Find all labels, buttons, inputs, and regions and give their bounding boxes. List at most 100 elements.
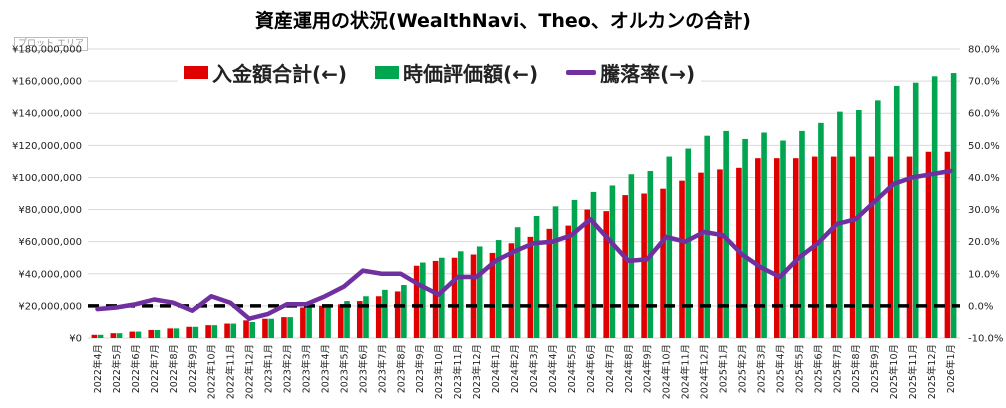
x-tick-label: 2023年9月 [414,344,426,393]
bar-market-value [211,325,218,338]
bar-market-value [173,328,180,338]
legend-label-deposit: 入金額合計(←) [212,61,348,86]
bar-market-value [382,289,388,338]
x-tick-label: 2024年9月 [642,344,654,393]
bar-market-value [325,304,331,338]
bar-deposit [243,320,249,338]
right-tick-label: 60.0% [968,109,1000,120]
x-tick-label: 2022年5月 [111,344,123,393]
bar-market-value [192,326,199,338]
left-tick-label: ¥120,000,000 [12,141,82,152]
left-tick-label: ¥0 [69,334,82,345]
x-tick-label: 2025年11月 [907,344,919,399]
bar-market-value [950,73,957,338]
x-tick-label: 2023年3月 [301,344,313,393]
bar-market-value [533,215,540,338]
left-axis-ticks: ¥0 ¥20,000,000 ¥40,000,000 ¥60,000,000 ¥80,0… [12,45,82,345]
right-tick-label: 80.0% [968,45,1000,56]
bar-market-value [931,76,938,339]
bar-market-value [742,138,748,338]
right-tick-label: 30.0% [968,205,1000,216]
bar-deposit [470,254,477,338]
x-tick-label: 2023年11月 [452,344,464,399]
legend-item-market-value: 時価評価額(←) [375,58,538,87]
right-tick-label: 20.0% [968,237,1000,248]
bar-market-value [363,296,369,338]
x-tick-label: 2024年10月 [661,344,673,399]
bar-deposit [186,326,192,338]
bar-market-value [287,317,293,338]
x-tick-label: 2022年11月 [225,344,237,399]
bar-deposit [338,304,344,338]
left-tick-label: ¥20,000,000 [18,301,82,312]
bar-market-value [420,262,426,338]
x-tick-label: 2022年10月 [206,344,218,399]
x-tick-label: 2025年7月 [831,344,843,393]
bar-market-value [893,85,900,338]
x-tick-label: 2022年9月 [187,344,199,393]
bar-deposit [413,265,420,338]
bar-market-value [912,82,919,338]
bar-market-value [230,323,237,338]
left-tick-label: ¥140,000,000 [12,109,82,120]
bar-deposit [300,307,306,338]
x-tick-label: 2025年6月 [812,344,824,393]
return-rate-line [95,168,953,321]
bar-deposit [205,325,211,338]
bar-market-value [438,257,445,338]
bar-deposit [717,169,723,338]
x-tick-label: 2024年11月 [680,344,692,399]
bar-deposit [906,156,913,338]
legend-label-return-rate: 騰落率(→) [600,61,696,86]
bar-market-value [685,148,692,338]
left-tick-label: ¥180,000,000 [12,45,82,56]
bar-market-value [514,227,521,338]
bar-deposit [622,195,628,338]
x-tick-label: 2024年3月 [528,344,540,393]
x-tick-label: 2022年12月 [244,344,256,399]
bar-market-value [401,285,407,338]
x-tick-label: 2024年4月 [547,344,559,393]
bar-deposit [565,225,572,338]
bar-market-value [135,331,142,338]
x-tick-label: 2024年1月 [490,344,502,393]
right-tick-label: 40.0% [968,173,1000,184]
bar-deposit [755,158,761,338]
bar-deposit [603,211,610,338]
bar-deposit [281,317,287,338]
x-tick-label: 2023年7月 [376,344,388,393]
bar-deposit [944,151,951,338]
x-tick-label: 2025年10月 [888,344,900,399]
left-tick-label: ¥80,000,000 [18,205,82,216]
bar-deposit [830,156,837,338]
bar-deposit [356,301,363,338]
bar-market-value [666,156,673,338]
legend-item-return-rate: 騰落率(→) [566,58,695,87]
bar-deposit [868,156,875,338]
bar-market-value [780,140,786,338]
right-tick-label: 10.0% [968,269,1000,280]
lines [88,168,960,321]
left-tick-label: ¥40,000,000 [18,269,82,280]
x-tick-label: 2024年8月 [623,344,635,393]
bar-deposit [375,296,382,338]
x-tick-label: 2023年1月 [263,344,275,393]
bar-market-value [818,122,824,338]
x-tick-label: 2023年8月 [395,344,407,393]
bar-market-value [723,130,729,338]
bar-deposit [489,252,496,338]
bar-deposit [792,158,799,338]
bar-deposit [546,228,553,338]
x-tick-label: 2024年12月 [699,344,711,399]
bar-market-value [344,301,350,338]
bar-deposit [224,323,230,338]
right-tick-label: 50.0% [968,141,1000,152]
x-tick-label: 2022年8月 [168,344,180,393]
x-tick-label: 2025年1月 [718,344,730,393]
plot-area-tooltip: プロット エリア [14,37,88,51]
bar-deposit [887,156,894,338]
x-tick-label: 2022年4月 [92,344,104,393]
bar-deposit [91,334,98,338]
bar-deposit [394,291,401,338]
